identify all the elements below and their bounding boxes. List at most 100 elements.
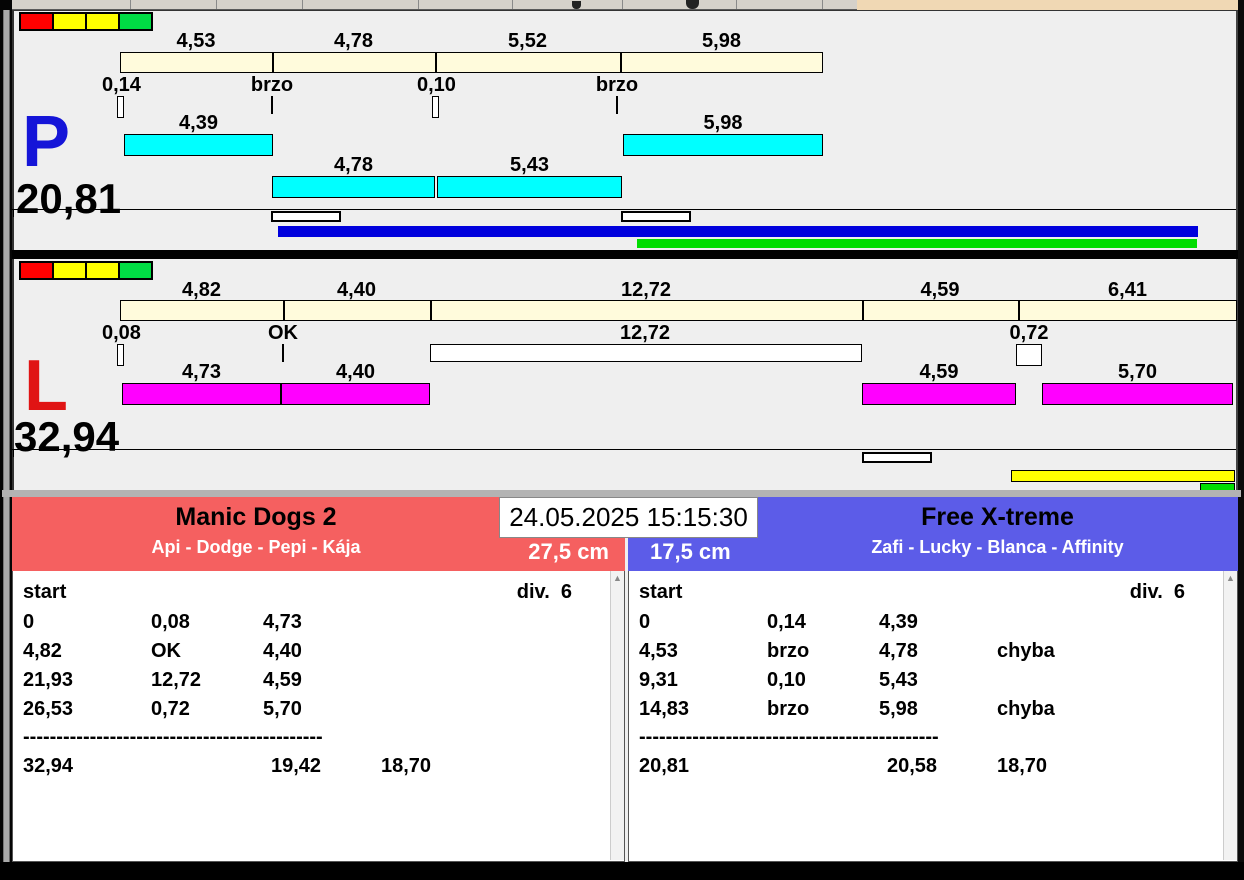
segment-divider — [435, 53, 437, 72]
lane-baseline — [12, 449, 1236, 450]
toolbar-strip[interactable] — [0, 0, 1244, 10]
split-label: 4,59 — [920, 279, 960, 301]
segment-divider — [430, 301, 432, 320]
dog-run-bar — [124, 134, 273, 156]
lane-divider — [12, 250, 1238, 259]
split-label: 12,72 — [620, 279, 672, 301]
table-header-division: div. 6 — [1129, 581, 1185, 603]
change-marker-label: 0,10 — [417, 74, 456, 96]
cell-start: 21,93 — [23, 669, 74, 691]
change-tick — [282, 344, 284, 362]
window-left-border — [0, 0, 12, 868]
cell-start: 4,82 — [23, 640, 62, 662]
team-name-right: Free X-treme — [921, 503, 1074, 531]
cell-time: 4,39 — [879, 611, 918, 633]
progress-bar-yellow — [1011, 470, 1235, 482]
toolbar-separator — [822, 0, 823, 9]
progress-bar-green — [637, 239, 1197, 248]
team-dogs-right: Zafi - Lucky - Blanca - Affinity — [871, 537, 1124, 557]
table-totals-row: 32,94 19,42 18,70 — [13, 755, 624, 784]
cell-change: 0,14 — [767, 611, 806, 633]
team-name-left: Manic Dogs 2 — [175, 503, 337, 531]
change-marker-label: brzo — [250, 74, 294, 96]
long-change-box — [430, 344, 862, 362]
segment-divider — [620, 53, 622, 72]
cell-change: 0,08 — [151, 611, 190, 633]
toolbar-accent-strip — [857, 0, 1241, 10]
toolbar-separator — [130, 0, 131, 9]
results-table-left: start div. 6 0 0,08 4,73 4,82 OK 4,40 21… — [12, 571, 625, 862]
team-dogs-left: Api - Dodge - Pepi - Kája — [151, 537, 361, 557]
table-scrollbar[interactable]: ▲ — [610, 571, 624, 860]
clipped-text-glyph — [686, 0, 699, 9]
light-red — [19, 12, 54, 31]
dog-run-bar — [437, 176, 622, 198]
table-scrollbar[interactable]: ▲ — [1223, 571, 1237, 860]
segment-divider — [283, 301, 285, 320]
segment-divider — [1018, 301, 1020, 320]
cell-change: brzo — [767, 640, 810, 662]
baseline-tick — [13, 209, 14, 217]
change-tick — [117, 96, 124, 118]
cell-time: 4,40 — [263, 640, 302, 662]
split-label: 6,41 — [1108, 279, 1147, 301]
table-row: 4,82 OK 4,40 — [13, 640, 624, 669]
lane-letter-p: P — [22, 102, 71, 182]
dog-time-label: 4,40 — [336, 361, 375, 383]
dog-time-label: 5,70 — [1118, 361, 1157, 383]
toolbar-separator — [418, 0, 419, 9]
change-tick — [271, 96, 273, 114]
table-header-start: start — [639, 581, 683, 603]
dog-time-label: 4,59 — [919, 361, 959, 383]
light-yellow-1 — [52, 261, 87, 280]
change-tick — [432, 96, 439, 118]
cell-time: 4,78 — [879, 640, 918, 662]
table-row: 14,83 brzo 5,98 chyba — [629, 698, 1237, 727]
toolbar-separator — [216, 0, 217, 9]
window-right-border — [1238, 0, 1244, 868]
light-red — [19, 261, 54, 280]
split-label: 5,98 — [702, 30, 741, 52]
light-green — [118, 261, 153, 280]
dog-run-bar — [623, 134, 823, 156]
table-row: 26,53 0,72 5,70 — [13, 698, 624, 727]
box-marker — [271, 211, 341, 222]
dog-run-bar — [862, 383, 1016, 405]
cell-time: 4,59 — [263, 669, 302, 691]
change-marker-label: OK — [268, 322, 298, 344]
dog-time-label: 4,73 — [182, 361, 221, 383]
scroll-up-icon[interactable]: ▲ — [613, 573, 622, 583]
scroll-up-icon[interactable]: ▲ — [1226, 573, 1235, 583]
cell-time: 5,98 — [879, 698, 918, 720]
table-row: 0 0,14 4,39 — [629, 611, 1237, 640]
dog-time-label: 5,98 — [703, 112, 743, 134]
cell-fault: chyba — [997, 698, 1055, 720]
split-label: 4,82 — [182, 279, 221, 301]
lane-baseline — [12, 209, 1236, 210]
cell-change: OK — [151, 640, 181, 662]
lane-total-l: 32,94 — [14, 413, 120, 460]
table-row: 4,53 brzo 4,78 chyba — [629, 640, 1237, 669]
change-marker-label: 0,14 — [102, 74, 141, 96]
table-header-start: start — [23, 581, 67, 603]
total-clean: 19,42 — [271, 755, 322, 777]
cell-start: 0 — [23, 611, 35, 633]
results-table-right: start div. 6 0 0,14 4,39 4,53 brzo 4,78 … — [628, 571, 1238, 862]
light-yellow-2 — [85, 261, 120, 280]
cell-start: 4,53 — [639, 640, 678, 662]
cell-time: 5,70 — [263, 698, 302, 720]
light-yellow-1 — [52, 12, 87, 31]
box-marker — [621, 211, 691, 222]
segment-divider — [272, 53, 274, 72]
change-tick — [117, 344, 124, 366]
dog-run-bar — [1042, 383, 1233, 405]
dog-run-bar — [122, 383, 281, 405]
light-yellow-2 — [85, 12, 120, 31]
toolbar-separator — [622, 0, 623, 9]
cell-change: 0,10 — [767, 669, 806, 691]
split-label: 5,52 — [508, 30, 547, 52]
window-bottom-border — [0, 862, 1244, 880]
lane-total-p: 20,81 — [16, 175, 122, 222]
total-time: 32,94 — [23, 755, 74, 777]
